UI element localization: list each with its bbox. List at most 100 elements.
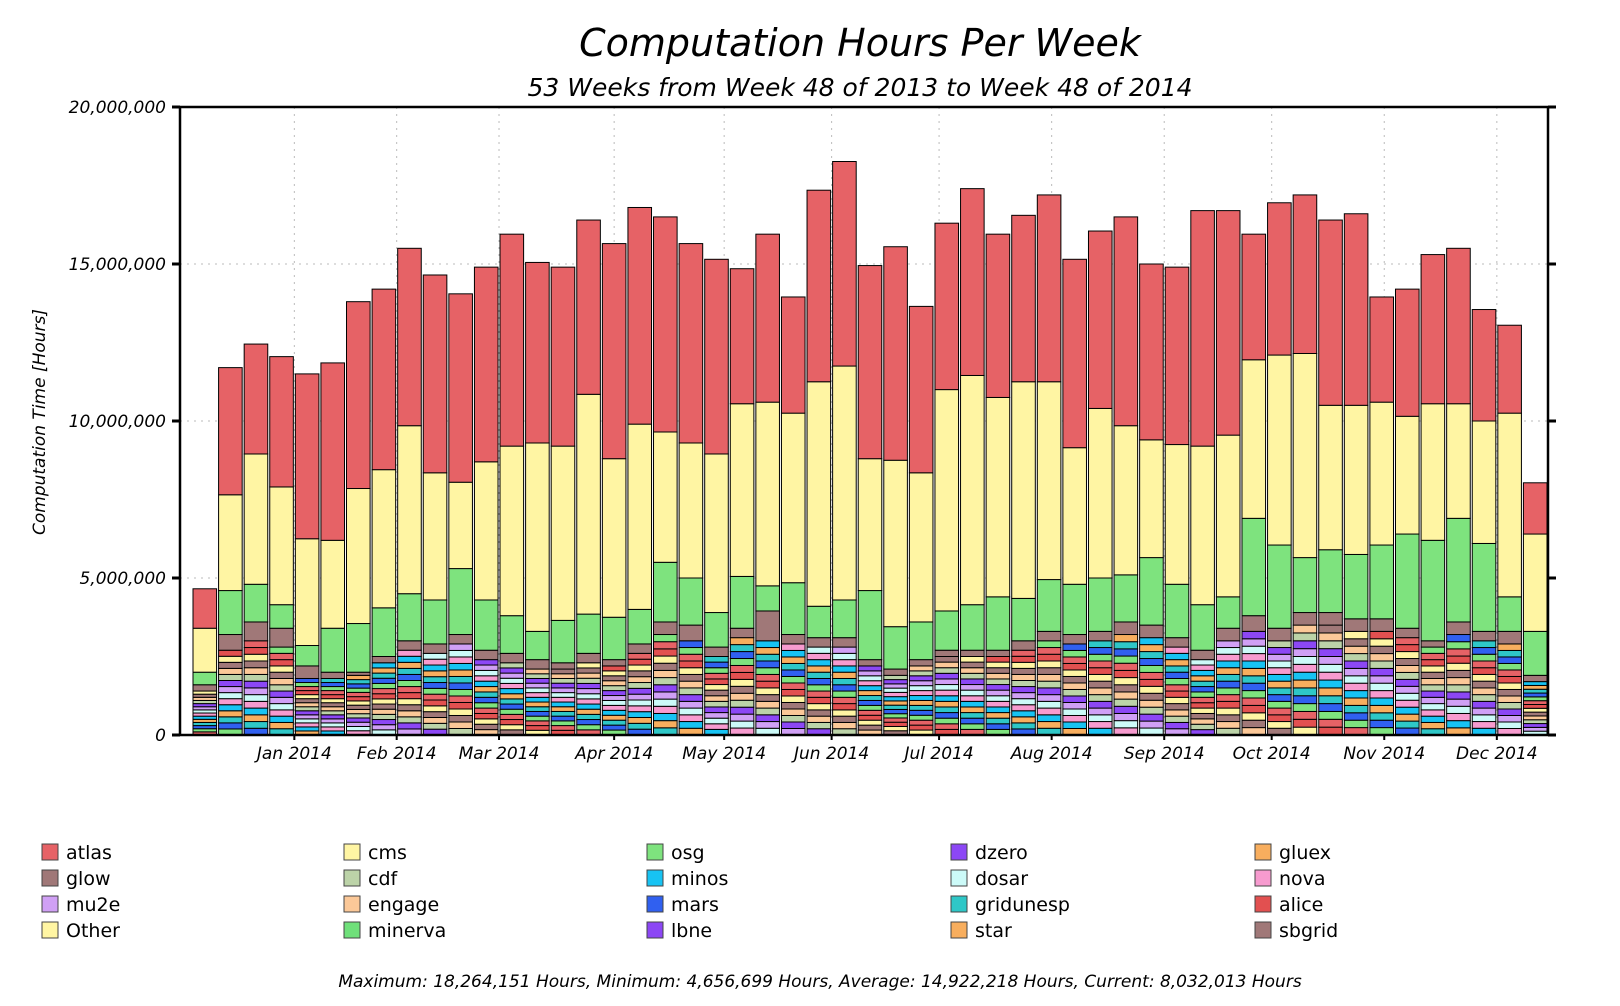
bar-segment-minor	[422, 658, 448, 666]
bar-segment-minor	[576, 713, 601, 721]
bar-segment-minor	[1394, 720, 1420, 729]
bar-segment-minor	[1497, 721, 1522, 729]
bar-segment-minor	[1318, 656, 1343, 665]
bar-segment-minor	[729, 637, 755, 646]
bar-segment-minor	[1190, 669, 1215, 677]
bar-segment-minor	[601, 709, 627, 716]
bar-segment-minor	[1343, 697, 1369, 706]
bar-segment-minor	[1343, 719, 1369, 729]
bar-segment-minor	[1292, 663, 1318, 673]
bar-segment-minor	[729, 692, 755, 701]
bar-segment-minor	[550, 668, 576, 675]
bar-segment-minor	[1215, 640, 1241, 649]
bar-segment-minor	[1343, 630, 1369, 640]
bar-segment-glow	[780, 634, 806, 645]
legend-label: glow	[66, 868, 111, 890]
bar-segment-osg	[985, 596, 1011, 651]
bar-segment-minor	[218, 716, 243, 724]
bar-segment-minor	[1164, 659, 1190, 667]
bar-segment-minor	[1318, 710, 1343, 720]
bar-segment-minor	[1190, 675, 1215, 682]
bar-segment-minor	[1087, 707, 1113, 716]
bar-segment-minor	[1036, 687, 1062, 696]
bar-segment-atlas	[346, 301, 371, 490]
y-tick-label: 15,000,000	[69, 255, 166, 275]
bar-segment-minor	[729, 671, 755, 680]
bar-segment-minor	[806, 715, 832, 723]
bar-segment-minor	[218, 686, 243, 694]
bar-segment-minor	[473, 696, 499, 704]
bar-segment-minor	[550, 692, 576, 698]
bar-segment-cms	[1087, 407, 1113, 579]
bar-segment-minor	[525, 668, 550, 675]
bar-segment-glow	[653, 621, 678, 636]
legend-label: nova	[1279, 868, 1326, 890]
bar-segment-minor	[422, 664, 448, 672]
bar-segment-minor	[448, 688, 473, 697]
bar-segment-osg	[1215, 596, 1241, 629]
bar-segment-minor	[601, 719, 627, 726]
bar-segment-minor	[755, 680, 780, 689]
bar-segment-minor	[1343, 704, 1369, 714]
bar-segment-minor	[857, 690, 883, 697]
bar-segment-minor	[1497, 675, 1522, 684]
bar-segment-minor	[1113, 662, 1139, 671]
bar-segment-minor	[294, 690, 320, 696]
bar-segment-minor	[653, 677, 678, 686]
legend-label: osg	[671, 842, 705, 864]
bar-segment-minor	[1190, 680, 1215, 688]
bar-segment-minor	[934, 706, 960, 714]
bar-segment-minor	[243, 721, 269, 729]
bar-segment-minor	[883, 683, 908, 689]
bar-segment-minor	[1087, 660, 1113, 669]
bar-segment-osg	[1318, 549, 1343, 614]
bar-segment-minor	[1471, 680, 1497, 689]
bar-segment-atlas	[934, 222, 960, 391]
bar-segment-minor	[1190, 686, 1215, 693]
bar-segment-minor	[678, 653, 704, 662]
bar-segment-osg	[1190, 604, 1215, 651]
bar-segment-minor	[1446, 662, 1471, 671]
bar-segment-minor	[601, 695, 627, 701]
bar-segment-minor	[422, 705, 448, 713]
bar-segment-minor	[678, 714, 704, 723]
bar-segment-minor	[1190, 723, 1215, 731]
bar-segment-minor	[448, 695, 473, 703]
bar-segment-minor	[294, 714, 320, 720]
legend-item: cms	[343, 842, 407, 864]
bar-segment-minor	[1522, 703, 1548, 709]
bar-segment-minor	[1394, 685, 1420, 694]
bar-segment-osg	[320, 627, 346, 673]
bar-segment-minor	[1394, 713, 1420, 722]
bar-segment-minor	[525, 710, 550, 717]
bar-segment-minor	[576, 724, 601, 731]
bar-segment-minor	[1113, 641, 1139, 650]
bar-segment-minor	[371, 724, 397, 731]
bar-segment-minor	[1062, 688, 1087, 697]
bar-segment-minor	[908, 680, 934, 687]
bar-segment-atlas	[1139, 263, 1164, 441]
legend-item: atlas	[41, 842, 112, 864]
bar-segment-atlas	[601, 243, 627, 460]
bar-segment-minor	[704, 656, 729, 663]
bar-segment-minor	[908, 714, 934, 721]
legend-swatch	[1254, 843, 1272, 861]
bar-segment-cms	[448, 481, 473, 570]
bar-segment-minor	[1497, 714, 1522, 723]
bar-segment-minor	[422, 670, 448, 678]
bar-segment-minor	[1036, 714, 1062, 723]
bar-segment-minor	[1292, 679, 1318, 689]
bar-segment-minor	[1343, 675, 1369, 684]
bar-segment-minor	[1062, 682, 1087, 690]
bar-segment-minor	[704, 689, 729, 697]
bar-segment-minor	[1113, 648, 1139, 657]
bar-segment-minor	[1420, 715, 1446, 723]
bar-segment-minor	[627, 711, 653, 719]
bar-segment-cms	[1420, 403, 1446, 541]
bar-segment-osg	[1113, 574, 1139, 623]
bar-segment-minor	[627, 682, 653, 689]
bar-segment-minor	[269, 684, 294, 692]
bar-segment-minor	[1497, 682, 1522, 690]
bar-segment-minor	[729, 678, 755, 687]
bar-segment-cms	[422, 472, 448, 601]
